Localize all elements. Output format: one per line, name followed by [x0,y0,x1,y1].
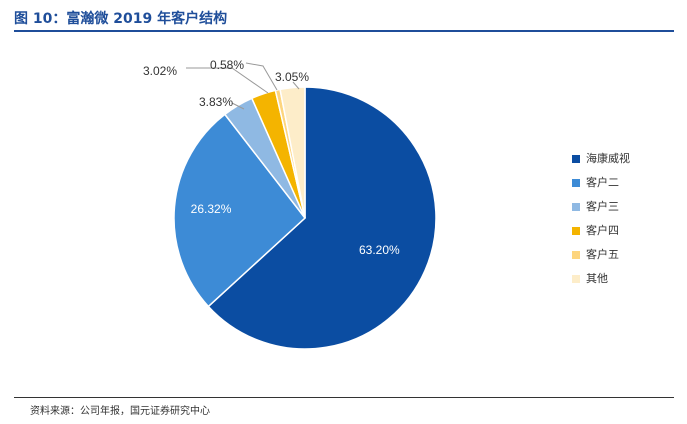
legend-swatch-2 [572,179,580,187]
legend-label-3: 客户三 [586,199,619,213]
slice-label-2: 26.32% [191,202,232,216]
legend-label-4: 客户四 [586,223,619,237]
title-rule [14,30,674,32]
slice-label-5: 0.58% [210,58,244,72]
slice-label-4: 3.02% [143,64,177,78]
legend-swatch-1 [572,155,580,163]
legend-label-5: 客户五 [586,247,619,261]
legend-label-6: 其他 [586,272,608,285]
leader-line-3 [231,102,245,110]
figure-title: 图 10：富瀚微 2019 年客户结构 [14,11,228,27]
slice-label-6: 3.05% [275,70,309,84]
legend-swatch-3 [572,203,580,211]
legend-label-1: 海康威视 [586,151,630,165]
leader-line-4 [186,67,269,94]
leader-line-6 [292,81,300,90]
footer-rule [14,397,674,398]
slice-label-3: 3.83% [199,95,233,109]
pie-slice-2 [173,113,307,308]
pie-slice-6 [279,86,306,219]
source-note: 资料来源：公司年报，国元证券研究中心 [30,406,210,417]
slice-label-1: 63.20% [359,243,400,257]
legend-swatch-6 [572,275,580,283]
legend-label-2: 客户二 [586,175,619,189]
legend-swatch-4 [572,227,580,235]
leader-line-5 [245,62,278,91]
pie-slice-1 [207,86,437,350]
legend-swatch-5 [572,251,580,259]
